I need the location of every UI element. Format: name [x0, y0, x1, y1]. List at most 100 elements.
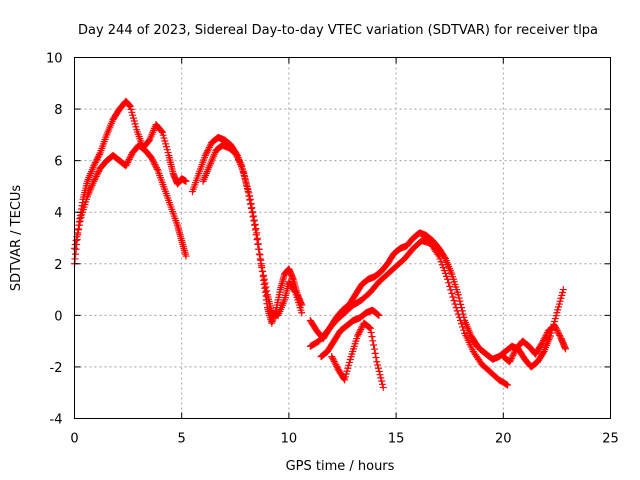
data-point — [76, 217, 84, 225]
data-point — [448, 289, 456, 297]
data-point — [374, 361, 382, 369]
data-point — [122, 162, 130, 170]
data-point — [90, 162, 98, 170]
data-point — [261, 279, 269, 287]
data-point — [330, 357, 338, 365]
data-point — [94, 154, 102, 162]
data-point — [454, 310, 462, 318]
data-point — [459, 323, 467, 331]
data-point — [552, 323, 560, 331]
y-tick-label: 2 — [54, 258, 62, 273]
data-point — [553, 327, 561, 335]
data-point — [152, 162, 160, 170]
data-point — [543, 330, 551, 338]
data-point — [541, 333, 549, 341]
data-point — [507, 355, 515, 363]
y-axis-label: SDTVAR / TECUs — [9, 185, 24, 292]
x-tick-label: 0 — [70, 432, 78, 447]
x-tick-label: 25 — [602, 432, 619, 447]
data-point — [232, 151, 240, 159]
data-point — [556, 331, 564, 339]
data-point — [298, 309, 306, 317]
data-point — [233, 152, 241, 160]
data-point — [151, 161, 159, 169]
data-point — [328, 353, 336, 361]
data-point — [91, 174, 99, 182]
data-point — [236, 159, 244, 167]
data-point — [260, 275, 268, 283]
data-point — [249, 213, 257, 221]
data-point — [373, 358, 381, 366]
data-point — [441, 253, 449, 261]
data-point — [235, 157, 243, 165]
data-point — [552, 325, 560, 333]
data-point — [366, 324, 374, 332]
x-tick-label: 10 — [281, 432, 298, 447]
data-point — [333, 362, 341, 370]
data-point — [259, 268, 267, 276]
x-axis-label: GPS time / hours — [286, 459, 395, 474]
x-tick-label: 5 — [178, 432, 186, 447]
data-point — [446, 282, 454, 290]
data-point — [378, 377, 386, 385]
x-tick-label: 15 — [388, 432, 405, 447]
data-points — [71, 97, 569, 392]
data-point — [93, 155, 101, 163]
data-point — [291, 287, 299, 295]
data-point — [455, 313, 463, 321]
data-point — [182, 177, 190, 185]
data-point — [205, 143, 213, 151]
data-point — [246, 196, 254, 204]
y-tick-label: 10 — [46, 52, 63, 67]
data-point — [506, 358, 514, 366]
data-point — [247, 204, 255, 212]
data-point — [507, 356, 515, 364]
data-point — [434, 250, 442, 258]
data-point — [125, 155, 133, 163]
data-point — [95, 168, 103, 176]
data-point — [555, 330, 563, 338]
data-point — [259, 271, 267, 279]
data-point — [252, 231, 260, 239]
series-track-6 — [306, 237, 512, 389]
data-point — [237, 160, 245, 168]
data-point — [254, 240, 262, 248]
data-point — [71, 240, 79, 248]
data-point — [248, 209, 256, 217]
data-point — [445, 279, 453, 287]
data-point — [123, 160, 131, 168]
data-point — [365, 323, 373, 331]
data-point — [241, 175, 249, 183]
data-point — [231, 149, 239, 157]
data-point — [234, 154, 242, 162]
data-point — [203, 148, 211, 156]
y-tick-label: 4 — [54, 206, 62, 221]
data-point — [251, 221, 259, 229]
data-point — [205, 145, 212, 153]
data-point — [92, 157, 100, 165]
data-point — [243, 184, 251, 192]
data-point — [454, 291, 462, 299]
data-point — [153, 165, 161, 173]
data-point — [93, 171, 101, 179]
data-point — [375, 311, 383, 319]
data-point — [235, 155, 243, 163]
data-point — [148, 156, 156, 164]
series-track-5 — [306, 229, 482, 350]
data-point — [75, 221, 83, 229]
data-point — [255, 250, 263, 258]
data-point — [559, 286, 567, 294]
data-point — [456, 317, 464, 325]
data-point — [258, 264, 266, 272]
data-point — [127, 152, 135, 160]
series-track-10 — [499, 322, 569, 366]
data-point — [340, 375, 348, 383]
chart-title: Day 244 of 2023, Sidereal Day-to-day VTE… — [78, 23, 598, 38]
data-point — [124, 159, 132, 167]
plot-frame — [74, 57, 611, 419]
data-point — [74, 229, 82, 237]
data-point — [373, 310, 381, 318]
data-point — [153, 164, 161, 172]
data-point — [251, 226, 259, 234]
data-point — [539, 338, 547, 346]
